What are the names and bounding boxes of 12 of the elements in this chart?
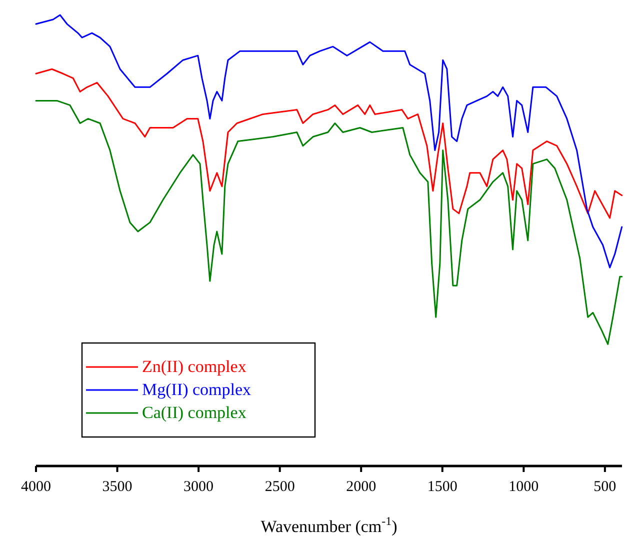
legend-label: Mg(II) complex bbox=[142, 380, 252, 399]
x-tick-label: 2500 bbox=[264, 479, 295, 495]
x-tick-label: 3000 bbox=[184, 479, 214, 495]
x-tick-label: 500 bbox=[594, 479, 616, 495]
legend-label: Ca(II) complex bbox=[142, 403, 247, 422]
x-tick-label: 3500 bbox=[102, 479, 132, 495]
x-tick-label: 1000 bbox=[508, 479, 539, 495]
x-tick-label: 1500 bbox=[427, 479, 458, 495]
x-tick-label: 4000 bbox=[21, 479, 51, 495]
x-tick-label: 2000 bbox=[346, 479, 376, 495]
x-axis-title: Wavenumber (cm$^{-1}$) bbox=[260, 514, 398, 536]
legend-label: Zn(II) complex bbox=[142, 357, 247, 376]
